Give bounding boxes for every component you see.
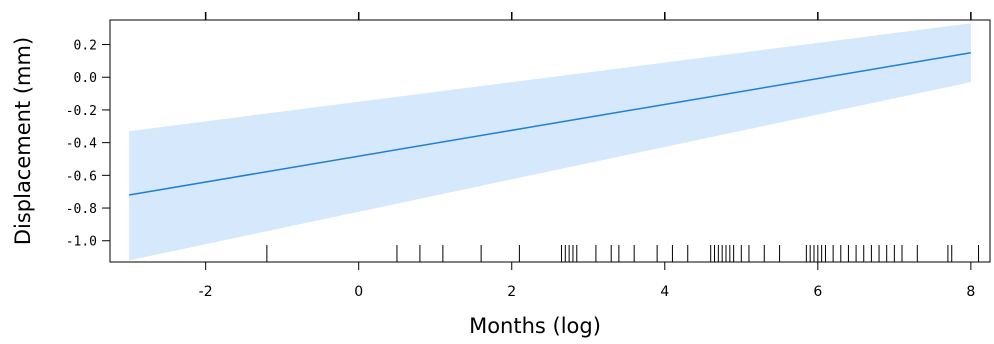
x-tick-label: 6 bbox=[813, 284, 822, 300]
y-axis-title: Displacement (mm) bbox=[11, 37, 35, 245]
x-tick-label: 8 bbox=[966, 284, 975, 300]
y-axis: 0.2 0.0 -0.2 -0.4 -0.6 -0.8 -1.0 bbox=[66, 39, 110, 250]
y-tick-label: 0.0 bbox=[74, 71, 97, 86]
x-tick-label: -2 bbox=[199, 284, 213, 300]
x-axis: -2 0 2 4 6 8 bbox=[199, 12, 975, 300]
y-tick-label: -0.6 bbox=[66, 169, 97, 184]
x-tick-label: 4 bbox=[660, 284, 669, 300]
y-tick-label: -0.4 bbox=[66, 137, 97, 152]
plot-area bbox=[129, 23, 980, 262]
x-tick-label: 2 bbox=[507, 284, 516, 300]
y-tick-label: -1.0 bbox=[66, 235, 97, 250]
y-tick-label: -0.8 bbox=[66, 202, 97, 217]
plot-frame bbox=[109, 19, 991, 263]
x-tick-label: 0 bbox=[354, 284, 363, 300]
y-tick-label: 0.2 bbox=[74, 39, 97, 54]
y-tick-label: -0.2 bbox=[66, 104, 97, 119]
fit-line bbox=[129, 51, 971, 196]
x-axis-title: Months (log) bbox=[469, 314, 601, 338]
confidence-band bbox=[129, 23, 971, 261]
